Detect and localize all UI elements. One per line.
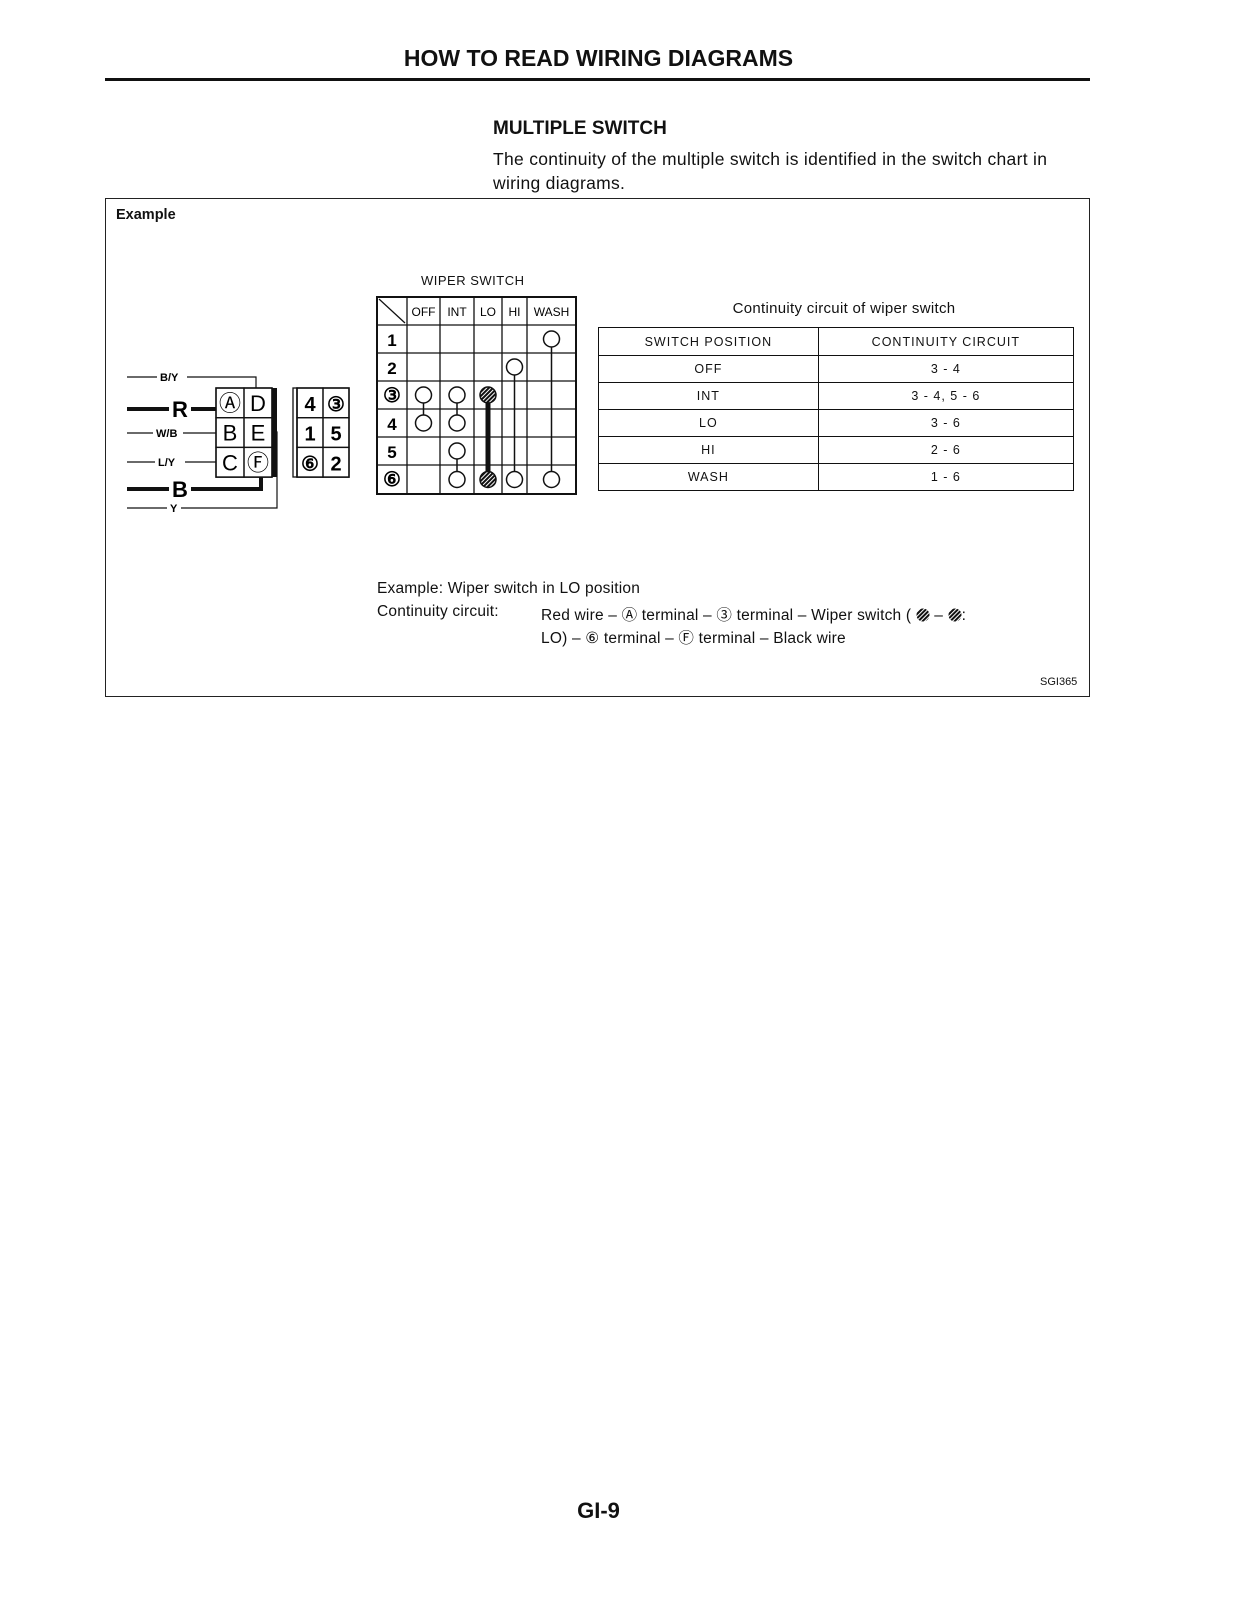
table-row: HI 2 - 6 [598,436,1075,464]
table-row: INT 3 - 4, 5 - 6 [598,382,1075,410]
cell: 2 - 6 [817,436,1075,464]
cell: OFF [598,355,819,383]
colon: : [961,607,967,624]
terminal-label: ③ [327,394,345,416]
continuity-table-title: Continuity circuit of wiper switch [732,300,956,317]
switch-chart-border [376,296,577,495]
terminal-label: 2 [330,453,341,475]
position-header: OFF [412,305,436,319]
terminal-label: Ⓕ [247,450,269,475]
example-line: Example: Wiper switch in LO position [377,580,641,597]
diagonal-line [378,298,406,324]
title-rule [105,78,1090,81]
continuity-label: Continuity circuit: [377,603,499,620]
cell: 3 - 4, 5 - 6 [817,382,1075,410]
hatched-contact-icon [479,386,497,404]
connector-lock-bar [292,387,298,478]
terminal-label: B [223,421,238,446]
contact-icon [448,414,466,432]
terminal-number: ③ [383,385,401,407]
dash: – [934,607,944,624]
hatched-contact-icon [916,608,930,622]
table-row: LO 3 - 6 [598,409,1075,437]
contact-icon [542,330,561,348]
terminal-label: D [250,391,266,416]
wire-label: R [172,397,188,422]
continuity-table: SWITCH POSITION CONTINUITY CIRCUIT OFF 3 … [598,327,1075,491]
hatched-contact-icon [479,470,497,489]
contact-icon [448,386,466,404]
wire-label: L/Y [158,457,176,469]
wiring-diagram: B/YRW/BL/YBY Ⓐ DB EC Ⓕ4 ③1 5⑥ 2 OFF INT LO HI WASH… [127,296,577,515]
continuity-text: Red wire – Ⓐ terminal – ③ terminal – Wip… [541,607,912,624]
header-switch-position: SWITCH POSITION [598,327,819,356]
connector-lock-bar [272,388,277,477]
wire-label: W/B [156,428,177,440]
section-paragraph: The continuity of the multiple switch is… [493,149,1048,193]
terminal-number: 5 [387,443,396,462]
example-box [105,198,1090,697]
connector-group: Ⓐ DB EC Ⓕ 4 ③1 5⑥ 2 [215,387,350,478]
cell: 1 - 6 [817,463,1075,491]
terminal-number: ⑥ [383,469,401,491]
wire-line [191,477,263,491]
cell: HI [598,436,819,464]
contact-icon [448,442,466,460]
contact-icon [542,470,561,489]
position-header: INT [447,305,467,319]
table-row: WASH 1 - 6 [598,463,1075,491]
contact-icon [505,470,524,489]
contact-icon [414,386,433,404]
terminal-label: E [251,421,266,446]
wire-label: Y [170,503,178,515]
page-number: GI-9 [577,1498,620,1523]
hatched-contact-icon [948,608,962,622]
page-title: HOW TO READ WIRING DIAGRAMS [403,45,794,71]
contact-icon [448,470,466,489]
terminal-number: 2 [387,359,396,378]
section-title: MULTIPLE SWITCH [493,118,667,139]
continuity-line-2: LO) – ⑥ terminal – Ⓕ terminal – Black wi… [541,630,846,647]
wire-label: B [172,477,188,502]
figure-code: SGI365 [1040,676,1078,688]
position-header: LO [480,305,496,319]
wire-group: B/YRW/BL/YBY [127,372,278,515]
terminal-label: C [222,450,238,475]
terminal-number: 1 [387,331,396,350]
terminal-label: 4 [304,394,316,416]
continuity-line: Red wire – Ⓐ terminal – ③ terminal – Wip… [541,603,966,625]
switch-chart: OFF INT LO HI WASH 1 2 ③ 4 5 ⑥ [376,296,577,495]
contact-icon [505,358,524,376]
example-label: Example [116,207,176,223]
wire-line [187,376,257,388]
terminal-cell [322,446,350,478]
terminal-label: Ⓐ [219,391,241,416]
terminal-label: ⑥ [301,453,319,475]
position-header: HI [509,305,521,319]
terminal-label: 5 [330,424,341,446]
switch-chart-title: WIPER SWITCH [421,273,525,288]
wire-label: B/Y [160,372,179,384]
contact-icon [414,414,433,432]
terminal-label: 1 [304,424,315,446]
cell: LO [598,409,819,437]
cell: WASH [598,463,819,491]
position-header: WASH [534,305,570,319]
terminal-number: 4 [387,415,397,434]
